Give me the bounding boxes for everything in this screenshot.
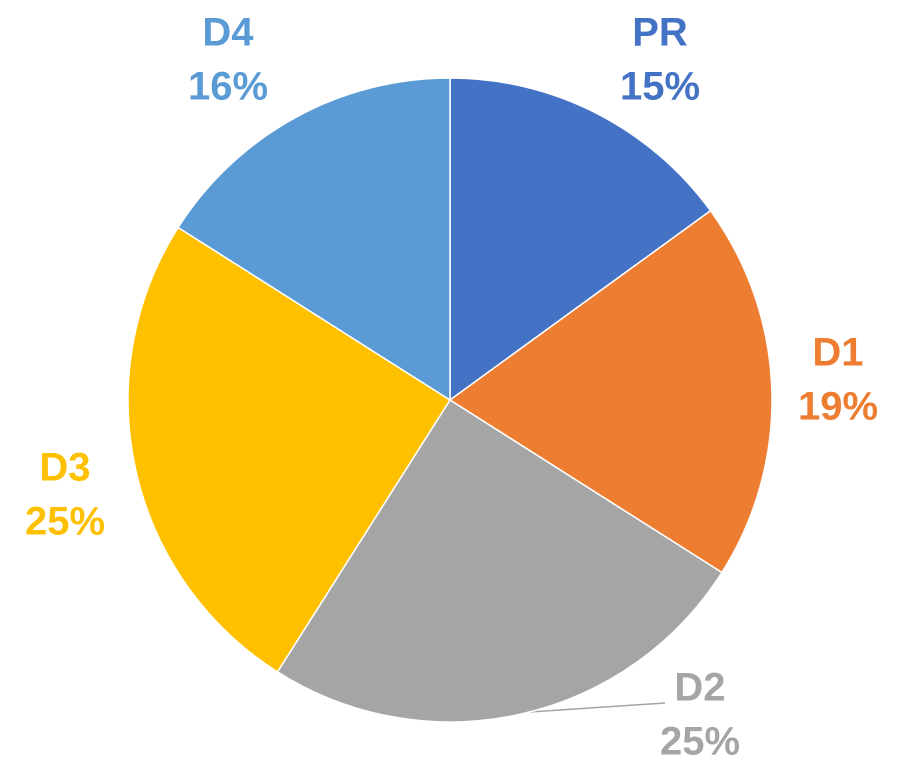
category-label: PR [632, 11, 688, 55]
value-label: 25% [25, 500, 105, 544]
category-label: D1 [812, 331, 863, 375]
value-label: 15% [620, 65, 700, 109]
pie-slice [127, 226, 452, 673]
leader-line [529, 702, 666, 713]
pie-slice [448, 209, 773, 574]
category-label: D4 [202, 11, 254, 55]
value-label: 19% [798, 385, 878, 429]
pie-slice [276, 398, 723, 723]
pie-slice [177, 77, 451, 402]
category-label: D3 [39, 446, 90, 490]
category-label: D2 [674, 666, 725, 710]
value-label: 25% [660, 720, 740, 764]
pie-slice [449, 77, 712, 402]
value-label: 16% [188, 65, 268, 109]
